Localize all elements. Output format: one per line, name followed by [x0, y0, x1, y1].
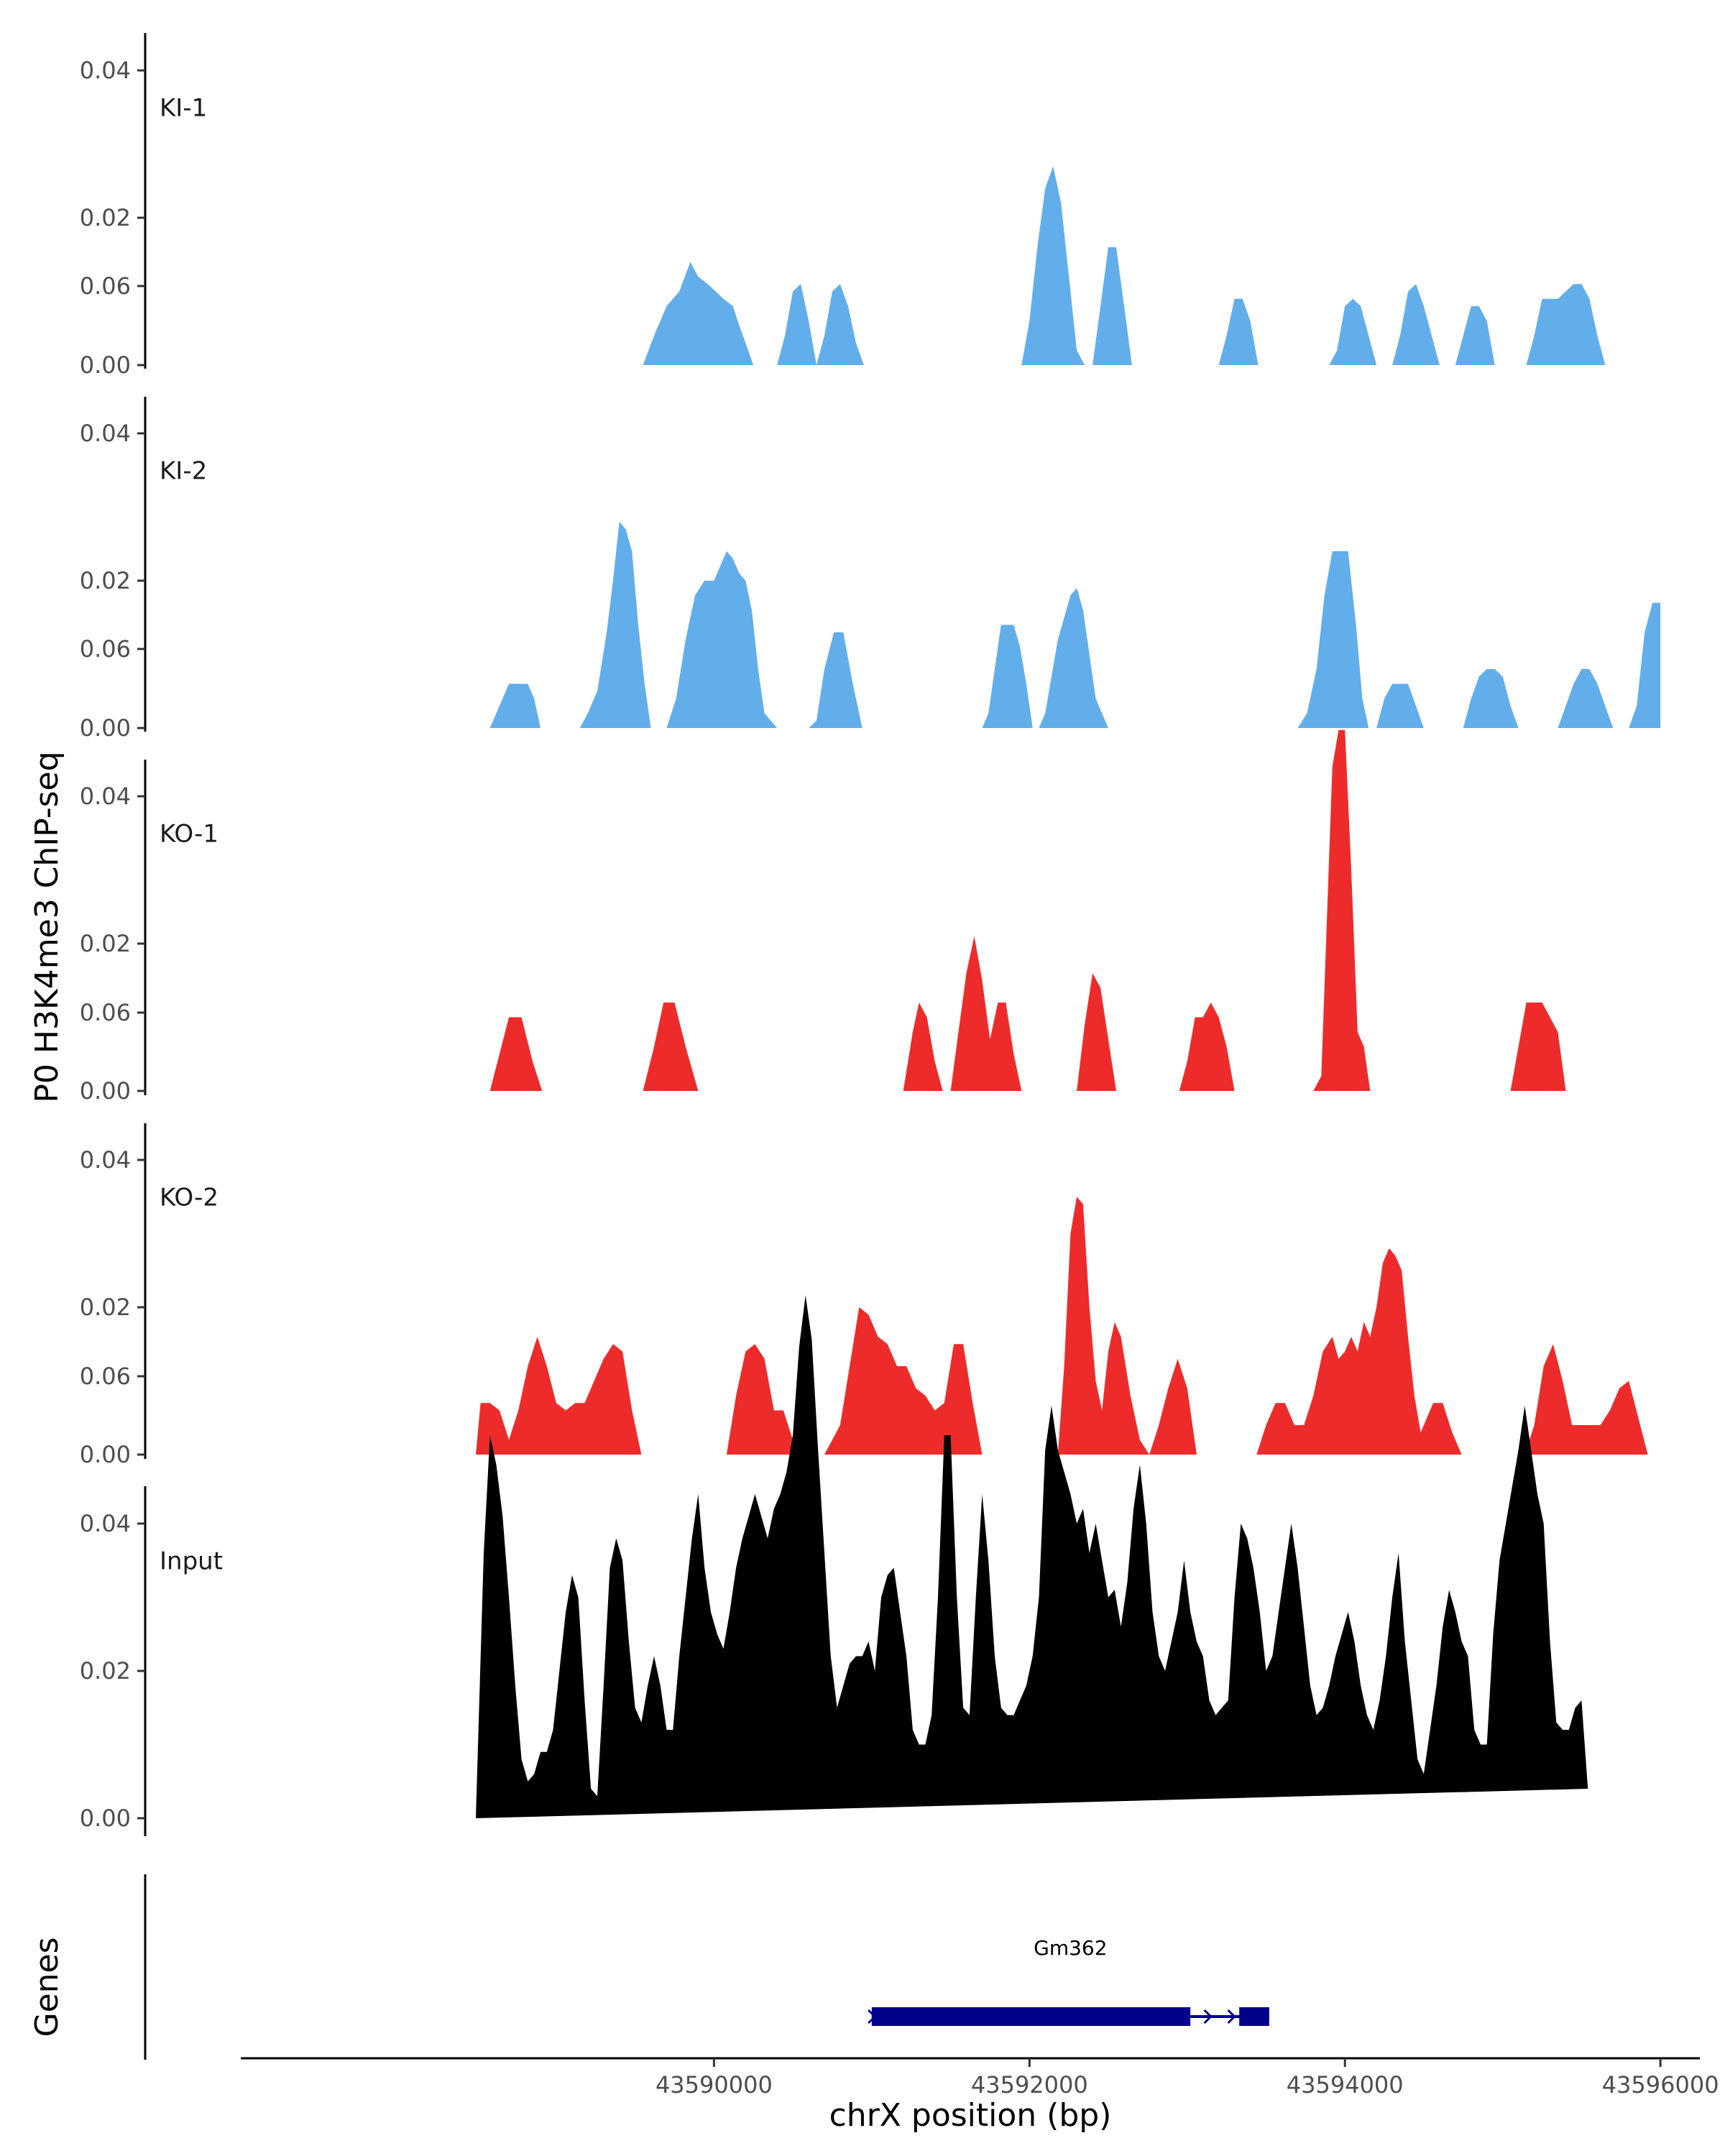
track-ko-2: 0.00 0.02 0.04 0.06 KO-2 — [80, 999, 1648, 1468]
track-label: KO-2 — [160, 1183, 218, 1212]
track-input: 0.00 0.02 0.04 0.06 Input — [80, 1295, 1588, 1836]
track-area-ko-2 — [476, 1197, 1648, 1455]
strand-arrow-icon — [1203, 2009, 1213, 2024]
track-area-ko-1 — [489, 729, 1629, 1091]
track-label: Input — [160, 1547, 223, 1575]
track-ko-1: 0.00 0.02 0.04 0.06 KO-1 — [80, 635, 1629, 1105]
y-tick-label: 0.06 — [80, 272, 131, 300]
gene-exon — [871, 2007, 1191, 2026]
genes-panel: Genes Gm362 — [29, 1874, 1269, 2060]
y-tick-label: 0.02 — [80, 204, 131, 231]
y-tick-label: 0.00 — [80, 351, 131, 379]
y-tick-label: 0.06 — [80, 635, 131, 663]
strand-arrow-icon — [1227, 2009, 1236, 2024]
x-tick-label: 43592000 — [971, 2071, 1088, 2099]
track-ki-2: 0.00 0.02 0.04 0.06 KI-2 — [80, 272, 1661, 742]
y-tick-label: 0.04 — [80, 420, 131, 447]
y-tick-label: 0.02 — [80, 1657, 131, 1685]
track-label: KI-2 — [160, 456, 207, 485]
x-tick-label: 43590000 — [656, 2071, 773, 2099]
genes-title: Genes — [29, 1937, 65, 2037]
track-area-input — [476, 1295, 1588, 1818]
x-axis-title: chrX position (bp) — [829, 2097, 1112, 2134]
gene-exons — [871, 2007, 1269, 2026]
x-tick-label: 43594000 — [1287, 2071, 1404, 2099]
y-tick-label: 0.04 — [80, 57, 131, 84]
y-tick-label: 0.06 — [80, 999, 131, 1026]
gene-exon — [1239, 2007, 1269, 2026]
track-ki-1: 0.00 0.02 0.04 0.06 KI-1 — [80, 33, 1653, 379]
y-tick-label: 0.00 — [80, 714, 131, 742]
y-tick-label: 0.00 — [80, 1077, 131, 1105]
y-tick-label: 0.04 — [80, 1510, 131, 1537]
track-label: KO-1 — [160, 819, 218, 848]
y-tick-label: 0.02 — [80, 567, 131, 594]
track-area-ki-1 — [643, 166, 1653, 366]
y-tick-label: 0.06 — [80, 1363, 131, 1390]
x-axis: 43590000 43592000 43594000 43596000 chrX po… — [241, 2057, 1719, 2134]
y-tick-label: 0.02 — [80, 930, 131, 957]
y-tick-label: 0.02 — [80, 1294, 131, 1321]
strand-arrow-icon — [868, 2009, 877, 2024]
track-area-ki-2 — [489, 522, 1661, 728]
y-tick-label: 0.04 — [80, 783, 131, 810]
y-axis-title: P0 H3K4me3 ChIP-seq — [29, 751, 65, 1102]
x-axis-ticks: 43590000 43592000 43594000 43596000 — [656, 2058, 1719, 2099]
y-tick-label: 0.00 — [80, 1441, 131, 1468]
tracks-panel: 0.00 0.02 0.04 0.06 KI-1 0.00 0.02 0.04 0.06 KI-2… — [80, 33, 1661, 1836]
y-tick-label: 0.00 — [80, 1805, 131, 1832]
track-label: KI-1 — [160, 93, 207, 122]
gene-strand-arrows — [868, 2009, 1236, 2024]
x-tick-label: 43596000 — [1602, 2071, 1719, 2099]
y-tick-label: 0.04 — [80, 1146, 131, 1174]
gene-label: Gm362 — [1034, 1936, 1107, 1960]
